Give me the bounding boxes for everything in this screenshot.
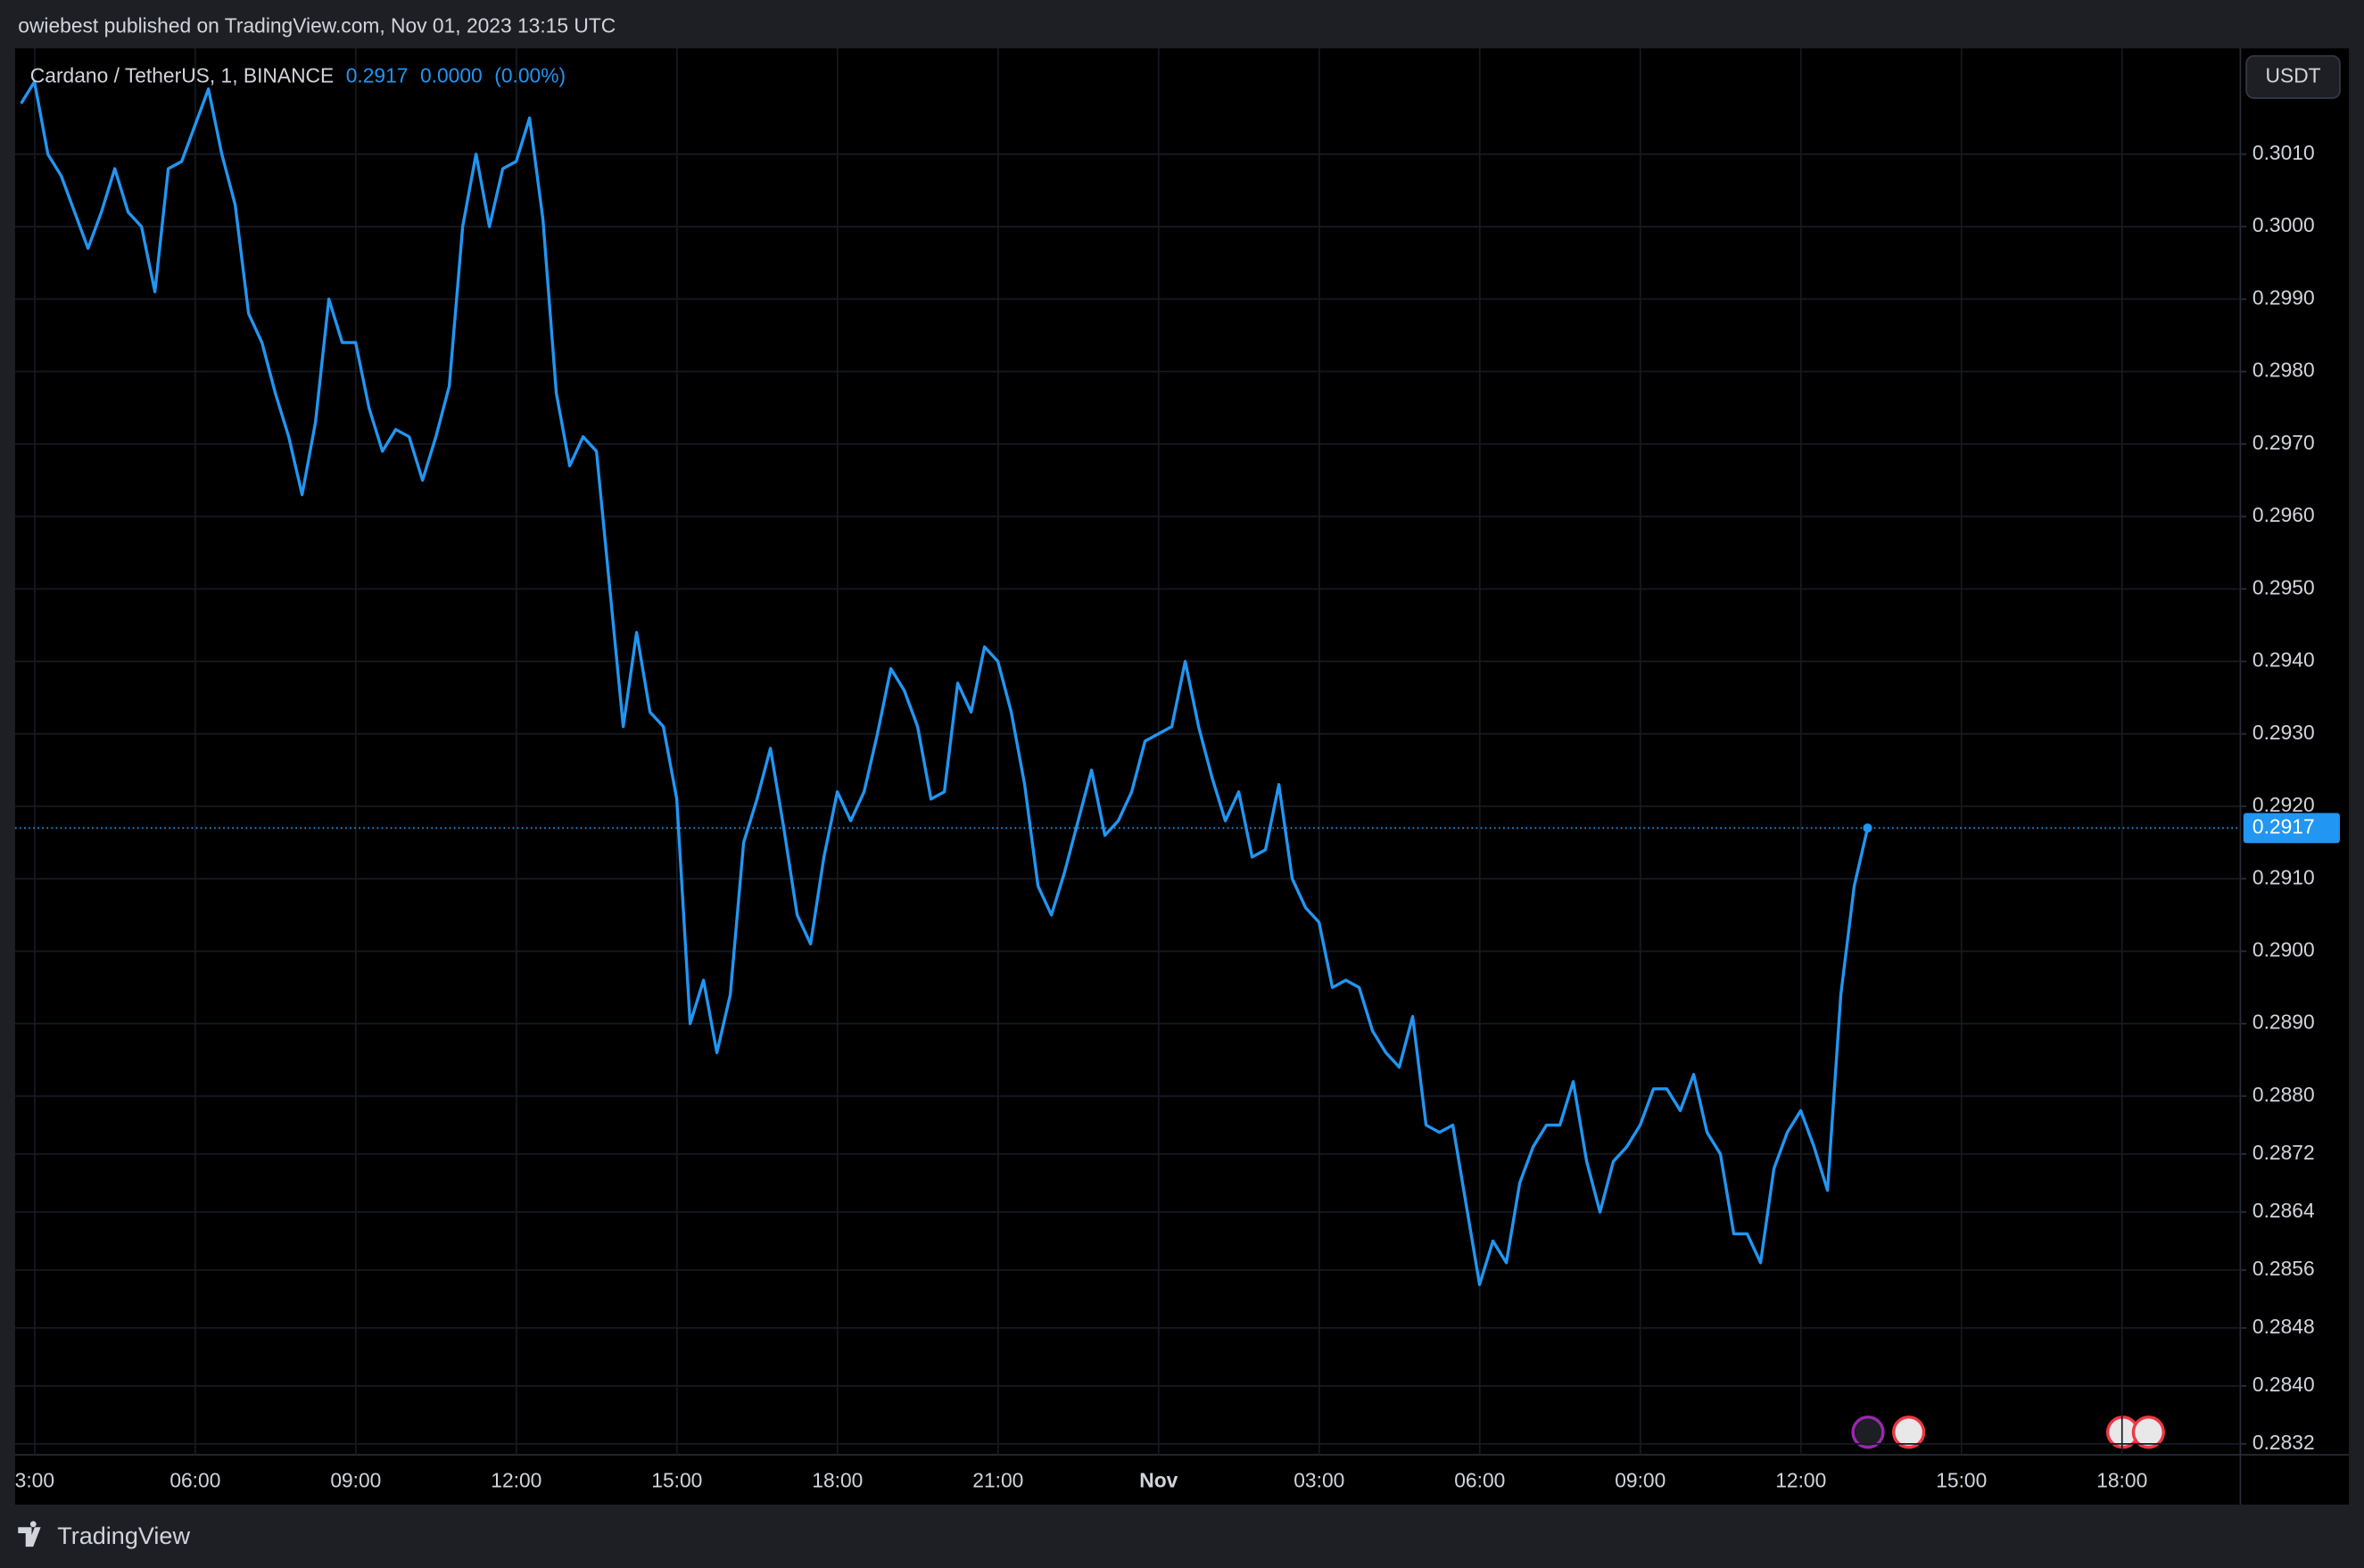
x-tick-label: 09:00 xyxy=(330,1469,381,1492)
price-line xyxy=(20,79,1870,1286)
legend-symbol: Cardano / TetherUS, 1, BINANCE xyxy=(30,63,334,87)
y-tick-label: 0.2872 xyxy=(2252,1141,2315,1164)
legend-change: 0.0000 xyxy=(420,63,483,87)
currency-button[interactable] xyxy=(2245,54,2341,99)
legend-change-percent: (0.00%) xyxy=(494,63,566,87)
y-tick-label: 0.2864 xyxy=(2252,1199,2315,1222)
y-tick-label: 0.2832 xyxy=(2252,1431,2315,1454)
y-tick-label: 0.2950 xyxy=(2252,575,2315,598)
event-icons xyxy=(1851,1415,2165,1449)
chart-area xyxy=(14,48,2350,1505)
y-tick-label: 0.2910 xyxy=(2252,865,2315,888)
x-tick-label: 03:00 xyxy=(1294,1469,1344,1492)
x-tick-label: Nov xyxy=(1139,1469,1178,1492)
x-tick-label: 21:00 xyxy=(972,1469,1023,1492)
x-tick-label: 09:00 xyxy=(1615,1469,1666,1492)
legend: Cardano / TetherUS, 1, BINANCE 0.2917 0.00… xyxy=(30,63,566,87)
brand: TradingView xyxy=(18,1521,190,1549)
y-tick-label: 0.2856 xyxy=(2252,1257,2315,1280)
x-tick-label: 18:00 xyxy=(2096,1469,2147,1492)
y-tick-label: 0.2880 xyxy=(2252,1083,2315,1106)
event-icon[interactable] xyxy=(2131,1415,2165,1449)
y-tick-label: 0.3010 xyxy=(2252,141,2315,164)
x-tick-label: 12:00 xyxy=(1775,1469,1826,1492)
x-tick-label: 3:00 xyxy=(15,1469,54,1492)
y-tick-label: 0.2940 xyxy=(2252,648,2315,672)
x-tick-label: 12:00 xyxy=(491,1469,541,1492)
brand-name: TradingView xyxy=(57,1523,190,1549)
x-tick-label: 06:00 xyxy=(1454,1469,1505,1492)
y-tick-label: 0.2890 xyxy=(2252,1011,2315,1034)
y-tick-label: 0.2990 xyxy=(2252,285,2315,309)
y-tick-label: 0.2900 xyxy=(2252,938,2315,961)
brand-logo xyxy=(18,1521,41,1547)
y-tick-label: 0.3000 xyxy=(2252,213,2315,236)
y-tick-label: 0.2980 xyxy=(2252,359,2315,382)
currency-label[interactable]: USDT xyxy=(2266,63,2321,87)
y-tick-label: 0.2848 xyxy=(2252,1315,2315,1338)
event-icon[interactable] xyxy=(1851,1415,1885,1449)
last-price-label: 0.2917 xyxy=(2252,814,2315,838)
grid xyxy=(14,48,2241,1456)
x-tick-label: 15:00 xyxy=(1936,1469,1987,1492)
y-tick-label: 0.2960 xyxy=(2252,503,2315,526)
y-tick-label: 0.2970 xyxy=(2252,431,2315,454)
y-tick-label: 0.2840 xyxy=(2252,1373,2315,1396)
legend-price: 0.2917 xyxy=(346,63,409,87)
x-tick-label: 06:00 xyxy=(169,1469,220,1492)
event-icon[interactable] xyxy=(1892,1415,1926,1449)
x-tick-label: 18:00 xyxy=(812,1469,863,1492)
x-tick-label: 15:00 xyxy=(651,1469,702,1492)
y-tick-label: 0.2920 xyxy=(2252,793,2315,816)
y-tick-label: 0.2930 xyxy=(2252,721,2315,744)
published-info: owiebest published on TradingView.com, N… xyxy=(18,14,616,37)
last-point xyxy=(1863,823,1872,833)
last-price-box xyxy=(2243,813,2340,844)
